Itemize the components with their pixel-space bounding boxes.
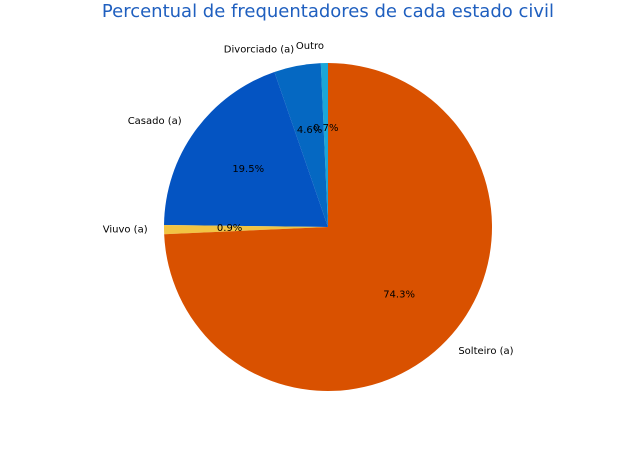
chart-title: Percentual de frequentadores de cada est… — [101, 1, 555, 22]
pie-slice-casado-a — [164, 72, 328, 227]
category-label-divorciado-a: Divorciado (a) — [224, 44, 294, 55]
percent-label-viuvo-a: 0.9% — [217, 223, 242, 234]
pie-slices — [164, 63, 492, 392]
pie-slice-divorciado-a — [274, 63, 328, 227]
category-label-casado-a: Casado (a) — [128, 116, 182, 127]
percent-label-divorciado-a: 4.6% — [297, 125, 322, 136]
pie-slice-viuvo-a — [164, 224, 328, 235]
category-label-viuvo-a: Viuvo (a) — [103, 224, 148, 235]
percent-label-solteiro-a: 74.3% — [383, 290, 415, 301]
category-label-solteiro-a: Solteiro (a) — [458, 346, 513, 357]
pie-slice-outro — [320, 63, 328, 227]
percent-labels: 0.7%4.6% 19.5% 0.9% 74.3% — [217, 123, 415, 300]
percent-label-casado-a: 19.5% — [232, 164, 264, 175]
percent-label-outro: 0.7% — [313, 123, 338, 134]
category-label-outro: Outro — [296, 41, 324, 52]
pie-slice-solteiro-a — [164, 63, 492, 392]
